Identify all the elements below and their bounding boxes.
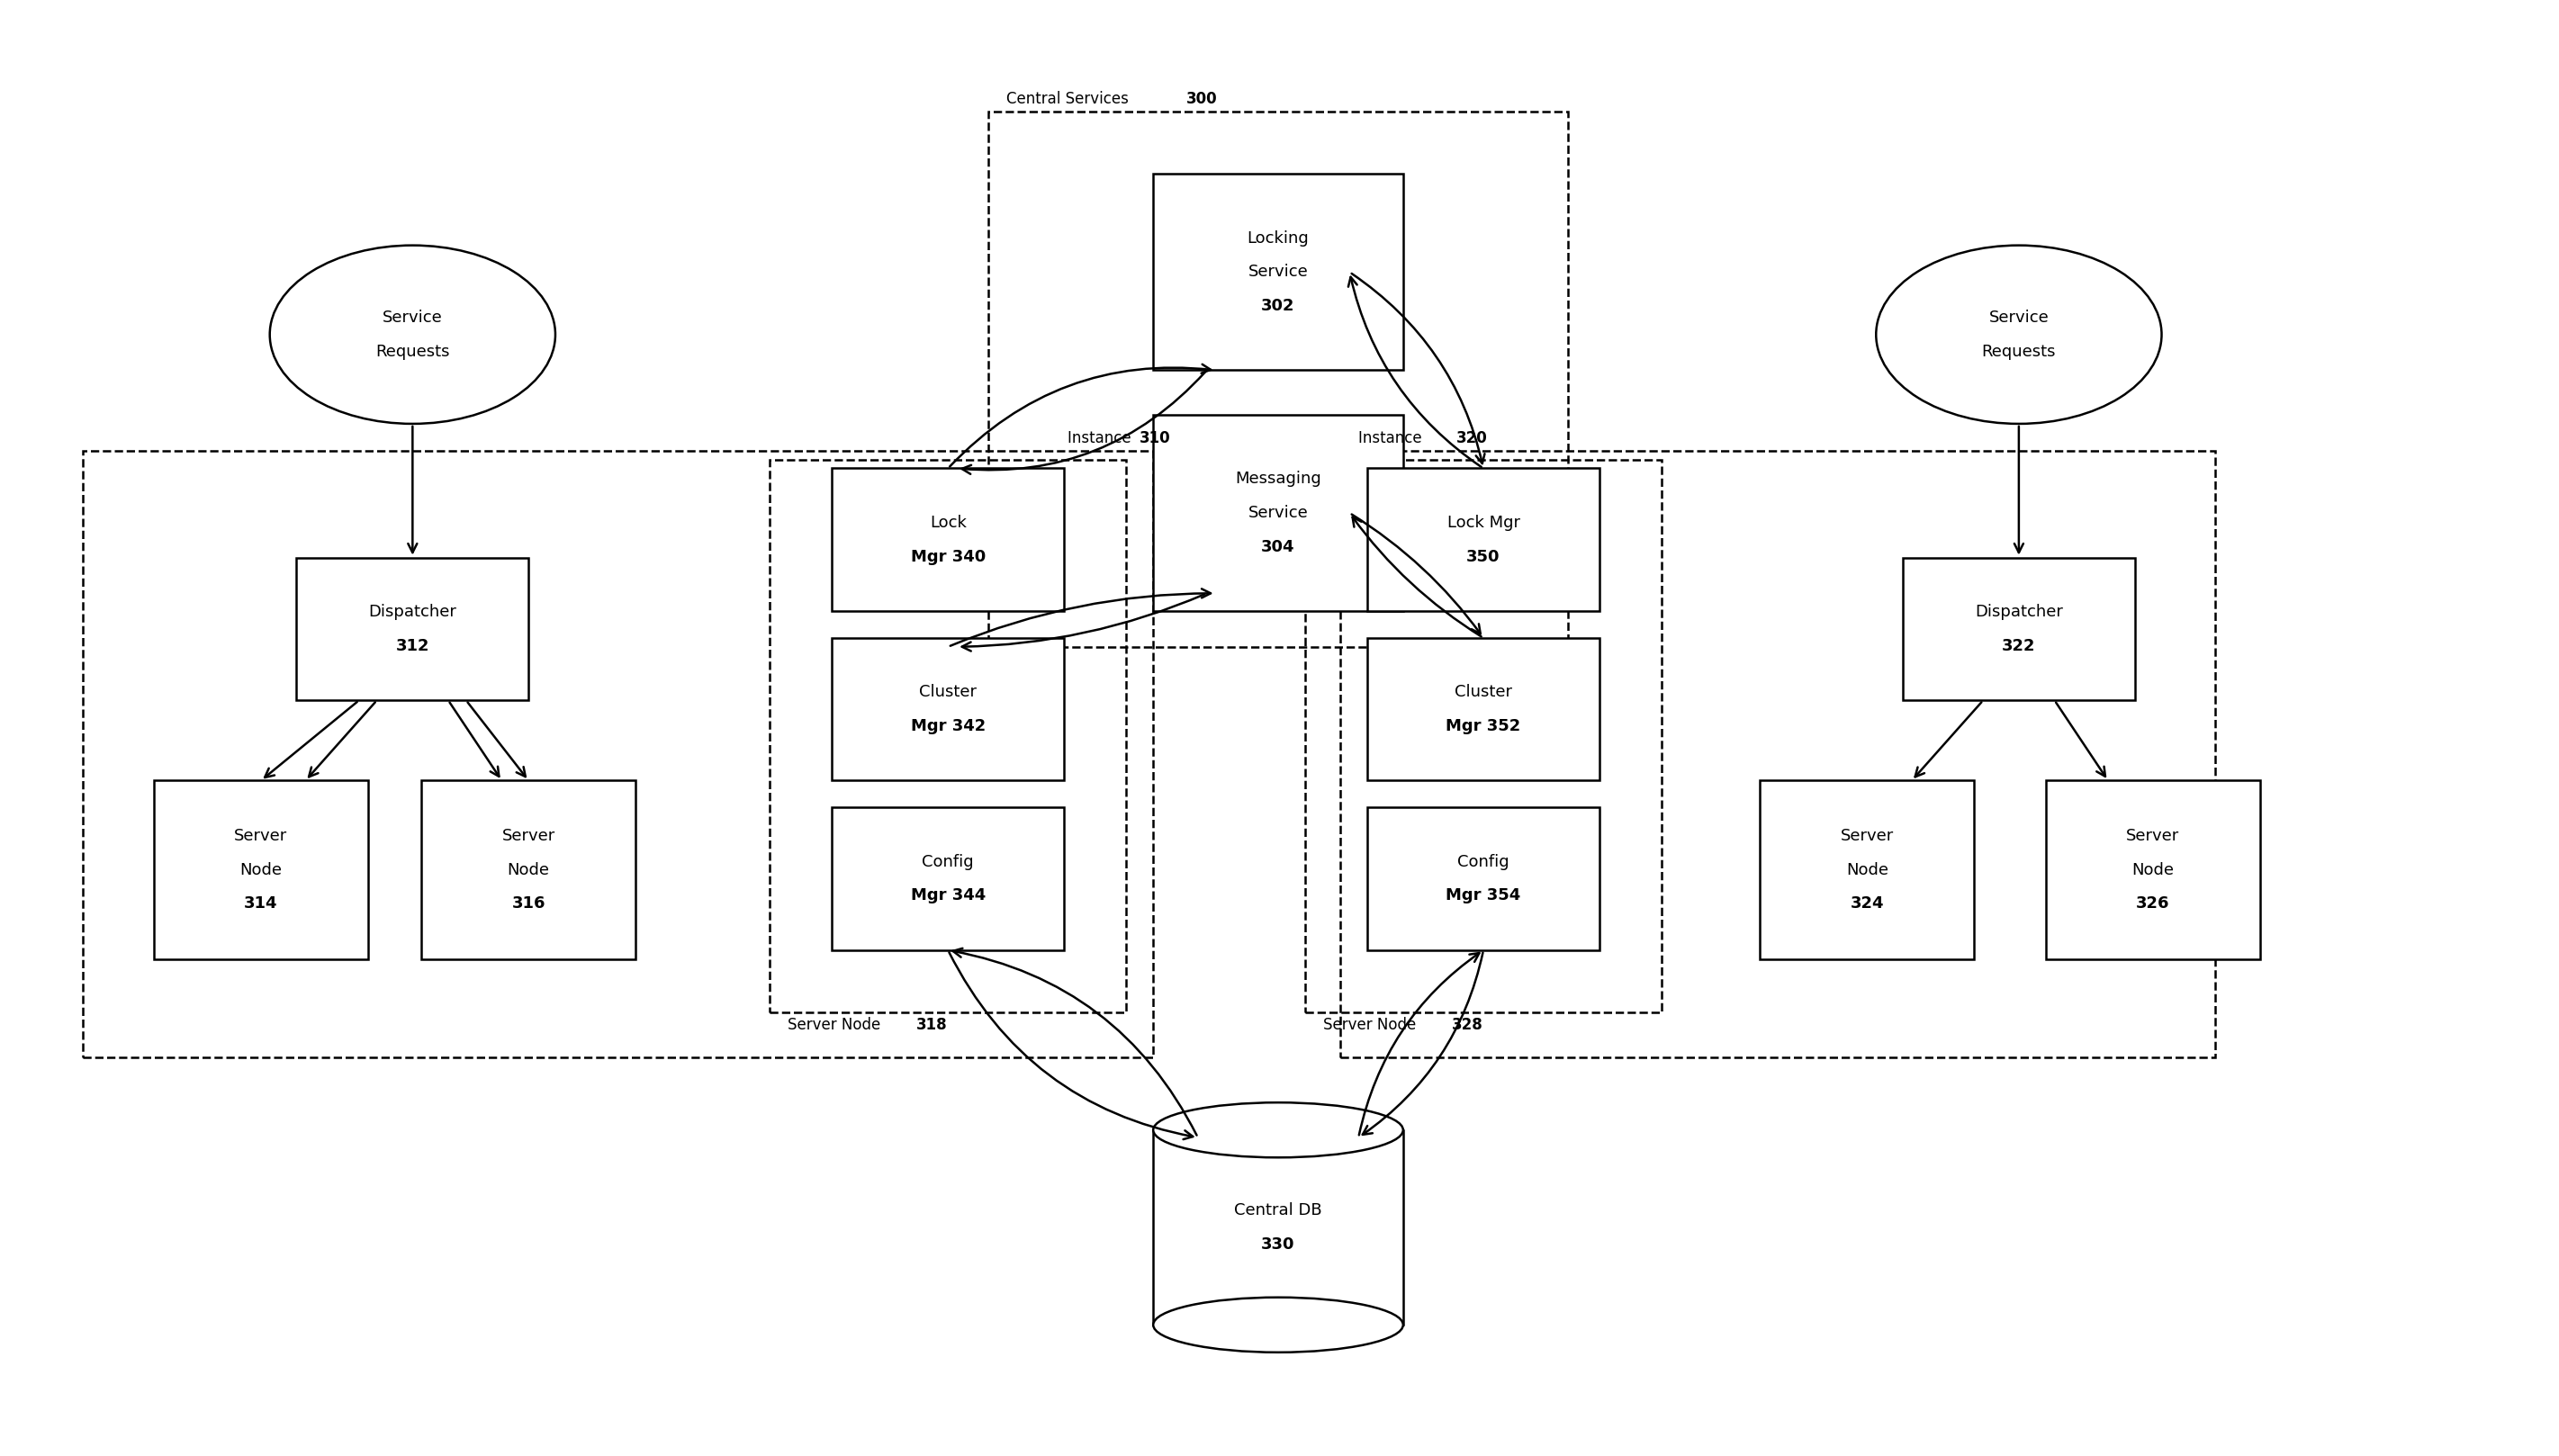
- FancyBboxPatch shape: [832, 808, 1065, 951]
- Text: Messaging: Messaging: [1236, 470, 1320, 488]
- Text: Dispatcher: Dispatcher: [1976, 604, 2063, 620]
- Text: 350: 350: [1466, 549, 1500, 565]
- Text: Mgr 342: Mgr 342: [911, 718, 985, 734]
- Text: Mgr 340: Mgr 340: [911, 549, 985, 565]
- Text: Server: Server: [502, 828, 555, 844]
- Text: Cluster: Cluster: [1454, 684, 1512, 700]
- FancyBboxPatch shape: [1761, 780, 1973, 960]
- Text: Cluster: Cluster: [919, 684, 978, 700]
- Text: 318: 318: [916, 1018, 947, 1034]
- Text: Node: Node: [241, 862, 281, 878]
- Text: 330: 330: [1262, 1236, 1295, 1252]
- Text: Mgr 354: Mgr 354: [1446, 888, 1520, 904]
- Ellipse shape: [1876, 246, 2162, 424]
- Text: Server Node: Server Node: [788, 1018, 885, 1034]
- Ellipse shape: [1154, 1102, 1402, 1158]
- Text: Service: Service: [1249, 264, 1308, 280]
- Text: Lock: Lock: [929, 515, 967, 531]
- Text: Service: Service: [381, 310, 443, 326]
- Text: 326: 326: [2137, 895, 2170, 911]
- Text: Service: Service: [1249, 505, 1308, 521]
- FancyBboxPatch shape: [1367, 638, 1599, 780]
- Text: Requests: Requests: [376, 344, 450, 360]
- FancyBboxPatch shape: [1367, 808, 1599, 951]
- FancyBboxPatch shape: [297, 558, 530, 700]
- Text: 322: 322: [2001, 638, 2037, 654]
- Text: Node: Node: [1845, 862, 1889, 878]
- Ellipse shape: [269, 246, 555, 424]
- FancyBboxPatch shape: [1904, 558, 2134, 700]
- FancyBboxPatch shape: [422, 780, 635, 960]
- Text: Node: Node: [2132, 862, 2173, 878]
- FancyBboxPatch shape: [2045, 780, 2260, 960]
- FancyBboxPatch shape: [1367, 469, 1599, 612]
- Text: Server Node: Server Node: [1323, 1018, 1420, 1034]
- Text: 304: 304: [1262, 539, 1295, 555]
- Text: Dispatcher: Dispatcher: [368, 604, 456, 620]
- Text: Instance: Instance: [1067, 430, 1136, 446]
- Text: 310: 310: [1139, 430, 1172, 446]
- FancyBboxPatch shape: [832, 638, 1065, 780]
- Text: 316: 316: [512, 895, 545, 911]
- Text: Mgr 344: Mgr 344: [911, 888, 985, 904]
- Polygon shape: [1154, 1130, 1402, 1325]
- Text: Central DB: Central DB: [1233, 1203, 1323, 1219]
- Text: Mgr 352: Mgr 352: [1446, 718, 1520, 734]
- Text: 300: 300: [1187, 90, 1218, 108]
- FancyBboxPatch shape: [1154, 173, 1402, 370]
- Text: 302: 302: [1262, 298, 1295, 314]
- Text: Server: Server: [1840, 828, 1894, 844]
- Text: 314: 314: [243, 895, 279, 911]
- Text: 324: 324: [1850, 895, 1883, 911]
- Text: Node: Node: [507, 862, 550, 878]
- Ellipse shape: [1154, 1297, 1402, 1353]
- Text: Server: Server: [2127, 828, 2180, 844]
- Text: 312: 312: [397, 638, 430, 654]
- Text: Server: Server: [235, 828, 287, 844]
- Text: Locking: Locking: [1246, 230, 1310, 246]
- Text: Central Services: Central Services: [1006, 90, 1134, 108]
- Text: Lock Mgr: Lock Mgr: [1446, 515, 1520, 531]
- Text: Config: Config: [921, 853, 975, 869]
- FancyBboxPatch shape: [1154, 415, 1402, 612]
- Text: Service: Service: [1988, 310, 2050, 326]
- Text: 328: 328: [1451, 1018, 1484, 1034]
- Text: Config: Config: [1459, 853, 1510, 869]
- Text: 320: 320: [1456, 430, 1487, 446]
- Text: Requests: Requests: [1981, 344, 2055, 360]
- FancyBboxPatch shape: [832, 469, 1065, 612]
- Text: Instance: Instance: [1359, 430, 1428, 446]
- FancyBboxPatch shape: [154, 780, 368, 960]
